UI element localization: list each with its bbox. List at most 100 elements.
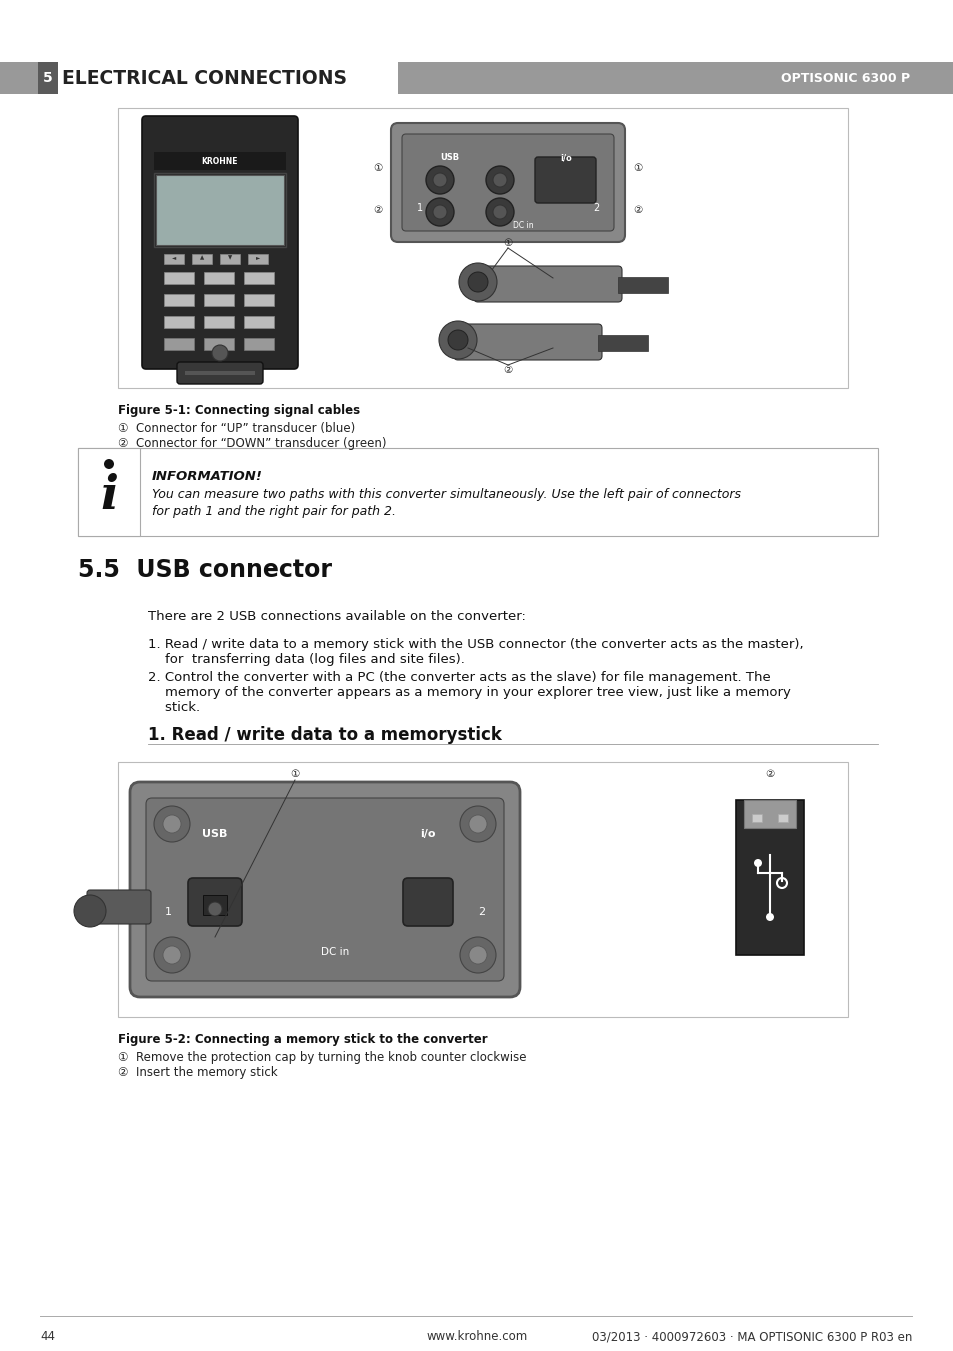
Text: ①: ① (503, 238, 512, 249)
Circle shape (485, 166, 514, 195)
Text: memory of the converter appears as a memory in your explorer tree view, just lik: memory of the converter appears as a mem… (148, 686, 790, 698)
Bar (118, 108, 847, 388)
Text: ①: ① (373, 163, 382, 173)
Bar (618, 277, 667, 293)
Bar (153, 153, 286, 170)
Circle shape (438, 322, 476, 359)
Circle shape (493, 173, 506, 186)
Circle shape (426, 199, 454, 226)
Circle shape (212, 345, 228, 361)
Bar (78, 449, 140, 536)
Circle shape (485, 199, 514, 226)
Text: You can measure two paths with this converter simultaneously. Use the left pair : You can measure two paths with this conv… (152, 488, 740, 501)
Circle shape (459, 807, 496, 842)
FancyBboxPatch shape (87, 890, 151, 924)
Text: There are 2 USB connections available on the converter:: There are 2 USB connections available on… (148, 611, 525, 623)
Text: 03/2013 · 4000972603 · MA OPTISONIC 6300 P R03 en: 03/2013 · 4000972603 · MA OPTISONIC 6300… (591, 1329, 911, 1343)
Circle shape (469, 815, 486, 834)
Bar (244, 338, 274, 350)
Bar (118, 762, 847, 1017)
Circle shape (433, 205, 447, 219)
Text: 2: 2 (592, 203, 598, 213)
FancyBboxPatch shape (402, 878, 453, 925)
Circle shape (458, 263, 497, 301)
FancyBboxPatch shape (177, 362, 263, 384)
Bar (778, 815, 787, 821)
Text: 1: 1 (416, 203, 422, 213)
Bar (244, 316, 274, 328)
Text: 1: 1 (164, 907, 172, 917)
Circle shape (426, 166, 454, 195)
Bar (156, 176, 284, 245)
Circle shape (163, 815, 181, 834)
Text: 44: 44 (40, 1329, 55, 1343)
FancyBboxPatch shape (188, 878, 242, 925)
Bar (743, 800, 795, 828)
Circle shape (468, 272, 488, 292)
Text: i/o: i/o (559, 154, 571, 162)
Bar (204, 272, 233, 284)
Text: ②: ② (633, 205, 642, 215)
Circle shape (74, 894, 106, 927)
Circle shape (753, 859, 761, 867)
Bar (203, 894, 227, 915)
Text: 5: 5 (43, 72, 52, 85)
Bar (185, 372, 254, 376)
FancyBboxPatch shape (142, 116, 297, 369)
Text: ②: ② (503, 365, 512, 376)
Text: ②  Insert the memory stick: ② Insert the memory stick (118, 1066, 277, 1079)
FancyBboxPatch shape (535, 157, 596, 203)
Text: ▼: ▼ (228, 255, 232, 261)
Text: ▲: ▲ (200, 255, 204, 261)
Text: ①  Remove the protection cap by turning the knob counter clockwise: ① Remove the protection cap by turning t… (118, 1051, 526, 1065)
Text: i: i (100, 473, 118, 519)
Circle shape (493, 205, 506, 219)
Circle shape (153, 938, 190, 973)
Bar (164, 254, 184, 263)
FancyBboxPatch shape (454, 324, 601, 359)
Bar (244, 272, 274, 284)
FancyBboxPatch shape (146, 798, 503, 981)
Text: ②  Connector for “DOWN” transducer (green): ② Connector for “DOWN” transducer (green… (118, 436, 386, 450)
Text: DC in: DC in (320, 947, 349, 957)
Bar (751, 815, 761, 821)
Text: 1. Read / write data to a memorystick: 1. Read / write data to a memorystick (148, 725, 501, 744)
Text: ②: ② (373, 205, 382, 215)
Text: ②: ② (764, 769, 774, 780)
Bar (220, 254, 240, 263)
Text: OPTISONIC 6300 P: OPTISONIC 6300 P (781, 72, 909, 85)
Bar (38, 62, 58, 95)
FancyBboxPatch shape (130, 782, 519, 997)
Circle shape (208, 902, 222, 916)
Bar (598, 335, 647, 351)
Bar (204, 316, 233, 328)
Bar (735, 800, 803, 955)
Bar (0, 62, 953, 95)
Text: INFORMATION!: INFORMATION! (152, 470, 263, 484)
Bar (192, 254, 212, 263)
Text: ◄: ◄ (172, 255, 176, 261)
Bar (244, 295, 274, 305)
Text: USB: USB (202, 830, 228, 839)
Text: KROHNE: KROHNE (201, 157, 238, 166)
Circle shape (448, 330, 468, 350)
Circle shape (469, 946, 486, 965)
Text: www.krohne.com: www.krohne.com (426, 1329, 527, 1343)
Circle shape (104, 459, 113, 469)
Text: i/o: i/o (420, 830, 436, 839)
Text: ①: ① (633, 163, 642, 173)
Text: 2. Control the converter with a PC (the converter acts as the slave) for file ma: 2. Control the converter with a PC (the … (148, 671, 770, 684)
Bar (78, 449, 877, 536)
Bar (204, 295, 233, 305)
Text: ►: ► (255, 255, 260, 261)
Bar (164, 272, 193, 284)
Circle shape (153, 807, 190, 842)
Text: 1. Read / write data to a memory stick with the USB connector (the converter act: 1. Read / write data to a memory stick w… (148, 638, 802, 651)
Text: DC in: DC in (512, 220, 533, 230)
Bar (153, 173, 286, 247)
Circle shape (433, 173, 447, 186)
Circle shape (765, 913, 773, 921)
Bar (164, 338, 193, 350)
Bar (164, 316, 193, 328)
Text: for  transferring data (log files and site files).: for transferring data (log files and sit… (148, 653, 464, 666)
